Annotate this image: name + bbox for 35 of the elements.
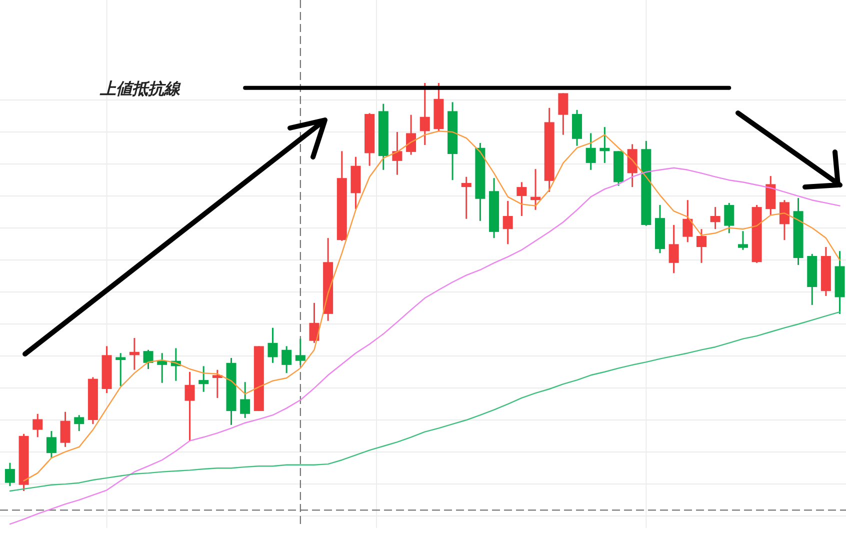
candlestick bbox=[710, 206, 720, 230]
candlestick bbox=[46, 430, 56, 459]
candlestick bbox=[184, 371, 195, 442]
candlestick bbox=[282, 345, 292, 374]
candlestick bbox=[392, 131, 402, 176]
candlestick bbox=[295, 338, 306, 366]
candlestick bbox=[240, 381, 250, 419]
candlestick bbox=[738, 230, 748, 251]
candlestick bbox=[461, 176, 472, 220]
candlestick bbox=[420, 82, 430, 146]
candlestick bbox=[530, 168, 541, 211]
candlestick bbox=[682, 199, 693, 243]
candlestick bbox=[60, 411, 70, 448]
candlestick bbox=[696, 228, 706, 264]
candlestick bbox=[74, 414, 84, 432]
candlestick bbox=[198, 365, 209, 393]
candlestick bbox=[516, 181, 527, 217]
candlestick bbox=[406, 114, 416, 156]
candlestick bbox=[143, 349, 154, 370]
candlestick bbox=[586, 132, 596, 171]
candlestick bbox=[157, 352, 168, 384]
candlestick bbox=[129, 337, 140, 371]
candlestick bbox=[779, 199, 790, 241]
text: 上値抵抗線 bbox=[99, 78, 182, 98]
candlestick bbox=[558, 92, 568, 136]
candlestick bbox=[668, 224, 679, 274]
candlestick bbox=[309, 302, 320, 344]
candlestick bbox=[4, 462, 15, 487]
candlestick bbox=[724, 202, 734, 234]
candlestick bbox=[268, 327, 278, 364]
candlestick bbox=[116, 352, 126, 387]
candlestick bbox=[212, 369, 222, 399]
candlestick bbox=[600, 126, 610, 164]
candlestick bbox=[502, 200, 513, 245]
candlestick bbox=[32, 413, 43, 438]
